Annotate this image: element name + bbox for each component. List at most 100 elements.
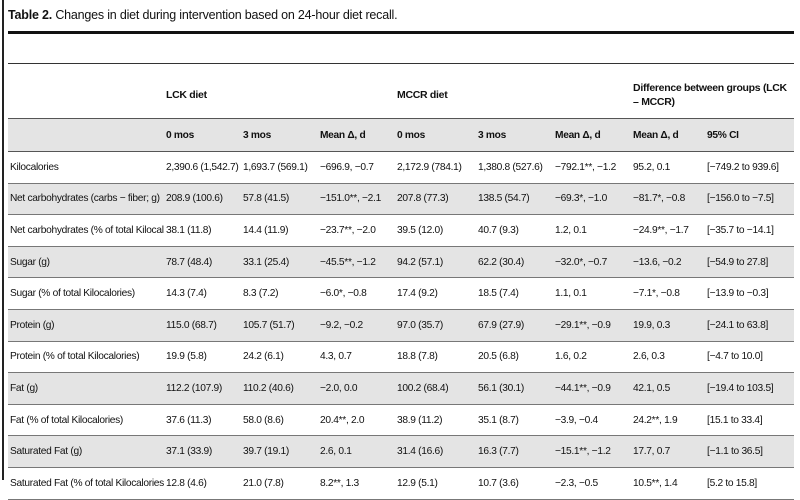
row-label: Net carbohydrates (% of total Kilocalori… — [8, 214, 164, 247]
table-cell: [−54.9 to 27.8] — [705, 246, 795, 279]
table-cell: 1.2, 0.1 — [553, 214, 632, 247]
table-cell: 105.7 (51.7) — [241, 309, 318, 342]
table-cell: −24.9**, −1.7 — [631, 214, 706, 247]
table-cell: 78.7 (48.4) — [164, 246, 241, 279]
table-cell: −81.7*, −0.8 — [631, 183, 706, 216]
table-cell: −13.6, −0.2 — [631, 246, 706, 279]
table-cell: 16.3 (7.7) — [476, 435, 554, 468]
table-cell: 62.2 (30.4) — [476, 246, 554, 279]
table-cell: 58.0 (8.6) — [241, 404, 318, 437]
table-cell: [−19.4 to 103.5] — [705, 372, 795, 405]
table-row: Kilocalories 2,390.6 (1,542.7) 1,693.7 (56… — [8, 151, 795, 184]
table-caption-text: Changes in diet during intervention base… — [55, 8, 398, 22]
table-cell: −2.3, −0.5 — [553, 467, 632, 500]
row-label: Protein (g) — [8, 309, 164, 342]
group-header-empty — [8, 72, 164, 119]
table-cell: 1,693.7 (569.1) — [241, 151, 318, 184]
table-cell: 39.5 (12.0) — [395, 214, 477, 247]
table-cell: [−4.7 to 10.0] — [705, 341, 795, 374]
column-header: 3 mos — [241, 118, 318, 152]
table-cell: −32.0*, −0.7 — [553, 246, 632, 279]
table-cell: −151.0**, −2.1 — [318, 183, 396, 216]
table-cell: 57.8 (41.5) — [241, 183, 318, 216]
row-label: Sugar (g) — [8, 246, 164, 279]
caption-rule — [8, 31, 794, 34]
table-cell: 40.7 (9.3) — [476, 214, 554, 247]
column-header: 0 mos — [395, 118, 477, 152]
table-cell: 35.1 (8.7) — [476, 404, 554, 437]
table-row: Fat (% of total Kilocalories) 37.6 (11.3)… — [8, 404, 795, 437]
group-header-diff: Difference between groups (LCK – MCCR) — [633, 82, 787, 108]
table-cell: 19.9, 0.3 — [631, 309, 706, 342]
table-top-rule — [8, 63, 794, 64]
table-row: Saturated Fat (% of total Kilocalories) 1… — [8, 467, 795, 500]
table-cell: [−24.1 to 63.8] — [705, 309, 795, 342]
table-cell: −3.9, −0.4 — [553, 404, 632, 437]
diet-table: LCK diet MCCR diet Difference between gr… — [8, 72, 795, 500]
column-header: Mean Δ, d — [318, 118, 396, 152]
table-cell: 8.3 (7.2) — [241, 277, 318, 310]
table-cell: 115.0 (68.7) — [164, 309, 241, 342]
table-cell: 38.1 (11.8) — [164, 214, 241, 247]
table-cell: 100.2 (68.4) — [395, 372, 477, 405]
table-cell: 2.6, 0.1 — [318, 435, 396, 468]
table-cell: 94.2 (57.1) — [395, 246, 477, 279]
table-cell: 20.5 (6.8) — [476, 341, 554, 374]
table-caption: Table 2. Changes in diet during interven… — [8, 8, 398, 22]
table-cell: [−1.1 to 36.5] — [705, 435, 795, 468]
table-row: Fat (g) 112.2 (107.9) 110.2 (40.6) −2.0, 0.… — [8, 372, 795, 405]
table-cell: 21.0 (7.8) — [241, 467, 318, 500]
table-cell: [15.1 to 33.4] — [705, 404, 795, 437]
table-cell: 24.2 (6.1) — [241, 341, 318, 374]
table-cell: [−35.7 to −14.1] — [705, 214, 795, 247]
column-header: Mean Δ, d — [553, 118, 632, 152]
table-cell: 24.2**, 1.9 — [631, 404, 706, 437]
column-header: 95% CI — [705, 118, 795, 152]
table-cell: −23.7**, −2.0 — [318, 214, 396, 247]
group-header-lck: LCK diet — [166, 89, 207, 101]
table-cell: 110.2 (40.6) — [241, 372, 318, 405]
table-cell: [−156.0 to −7.5] — [705, 183, 795, 216]
table-cell: 18.5 (7.4) — [476, 277, 554, 310]
table-cell: −6.0*, −0.8 — [318, 277, 396, 310]
table-cell: −29.1**, −0.9 — [553, 309, 632, 342]
row-label: Saturated Fat (% of total Kilocalories) — [8, 467, 164, 500]
table-cell: 33.1 (25.4) — [241, 246, 318, 279]
column-header: 3 mos — [476, 118, 554, 152]
table-cell: 14.3 (7.4) — [164, 277, 241, 310]
table-cell: [5.2 to 15.8] — [705, 467, 795, 500]
table-cell: [−749.2 to 939.6] — [705, 151, 795, 184]
table-cell: 1,380.8 (527.6) — [476, 151, 554, 184]
table-cell: 19.9 (5.8) — [164, 341, 241, 374]
table-cell: 208.9 (100.6) — [164, 183, 241, 216]
row-label: Kilocalories — [8, 151, 164, 184]
table-cell: 2.6, 0.3 — [631, 341, 706, 374]
group-header-mccr: MCCR diet — [397, 89, 448, 101]
table-cell: 112.2 (107.9) — [164, 372, 241, 405]
table-cell: 2,172.9 (784.1) — [395, 151, 477, 184]
table-row: Net carbohydrates (carbs − fiber; g) 208.… — [8, 183, 795, 216]
row-label: Protein (% of total Kilocalories) — [8, 341, 164, 374]
subheader-empty — [8, 118, 164, 152]
row-label: Saturated Fat (g) — [8, 435, 164, 468]
table-row: Protein (g) 115.0 (68.7) 105.7 (51.7) −9.2,… — [8, 309, 795, 342]
table-cell: 37.1 (33.9) — [164, 435, 241, 468]
table-cell: [−13.9 to −0.3] — [705, 277, 795, 310]
table-cell: 10.5**, 1.4 — [631, 467, 706, 500]
table-cell: −9.2, −0.2 — [318, 309, 396, 342]
table-cell: 31.4 (16.6) — [395, 435, 477, 468]
table-cell: 10.7 (3.6) — [476, 467, 554, 500]
table-cell: 17.4 (9.2) — [395, 277, 477, 310]
table-cell: 14.4 (11.9) — [241, 214, 318, 247]
table-cell: −44.1**, −0.9 — [553, 372, 632, 405]
table-cell: 42.1, 0.5 — [631, 372, 706, 405]
table-cell: −2.0, 0.0 — [318, 372, 396, 405]
table-cell: 2,390.6 (1,542.7) — [164, 151, 241, 184]
table-cell: −696.9, −0.7 — [318, 151, 396, 184]
table-cell: 12.8 (4.6) — [164, 467, 241, 500]
table-cell: 1.6, 0.2 — [553, 341, 632, 374]
table-row: Saturated Fat (g) 37.1 (33.9) 39.7 (19.1) 2… — [8, 435, 795, 468]
table-caption-label: Table 2. — [8, 8, 53, 22]
table-cell: 17.7, 0.7 — [631, 435, 706, 468]
column-header: 0 mos — [164, 118, 241, 152]
